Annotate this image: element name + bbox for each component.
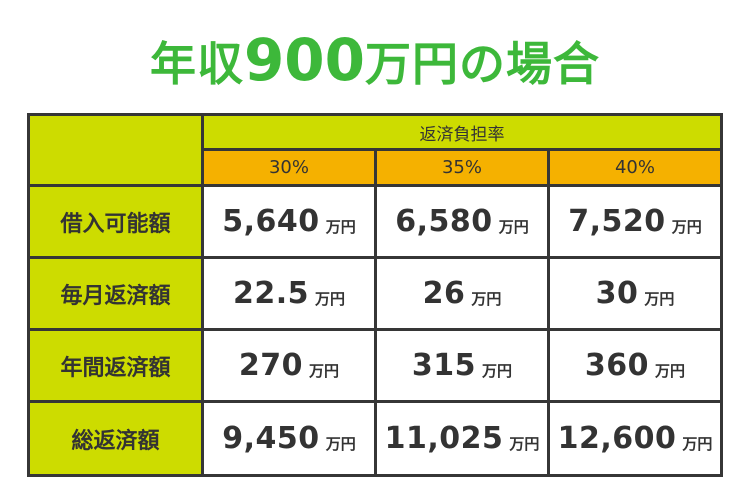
cell-unit: 万円 [325, 435, 356, 453]
cell-value: 270 [238, 348, 304, 383]
cell-value: 5,640 [222, 204, 320, 239]
title-amount: 900 [243, 26, 366, 94]
table-cell: 9,450 万円 [204, 403, 374, 474]
table-cell: 6,580 万円 [377, 187, 547, 256]
cell-unit: 万円 [509, 435, 540, 453]
cell-value: 26 [422, 276, 466, 311]
cell-value: 30 [595, 276, 639, 311]
row-label-annual: 年間返済額 [30, 331, 201, 400]
table-corner [30, 116, 201, 184]
cell-value: 6,580 [395, 204, 493, 239]
table-cell: 270 万円 [204, 331, 374, 400]
cell-unit: 万円 [315, 290, 346, 308]
cell-value: 11,025 [384, 421, 504, 456]
table-cell: 30 万円 [550, 259, 720, 328]
cell-value: 360 [584, 348, 650, 383]
page-title: 年収900万円の場合 [0, 30, 750, 94]
loan-table: 返済負担率 30% 35% 40% 借入可能額 5,640 万円 6,580 万円 … [27, 113, 723, 477]
title-prefix: 年収 [149, 37, 244, 91]
cell-unit: 万円 [325, 218, 356, 236]
cell-unit: 万円 [498, 218, 529, 236]
table-cell: 26 万円 [377, 259, 547, 328]
cell-value: 9,450 [222, 421, 320, 456]
cell-unit: 万円 [644, 290, 675, 308]
table-cell: 22.5 万円 [204, 259, 374, 328]
cell-value: 315 [411, 348, 477, 383]
row-label-borrowable: 借入可能額 [30, 187, 201, 256]
cell-value: 22.5 [232, 276, 309, 311]
title-suffix: 万円の場合 [365, 37, 601, 91]
table-cell: 5,640 万円 [204, 187, 374, 256]
cell-unit: 万円 [482, 362, 513, 380]
rate-header-30: 30% [204, 151, 374, 184]
rate-header-40: 40% [550, 151, 720, 184]
cell-unit: 万円 [682, 435, 713, 453]
row-label-total: 総返済額 [30, 403, 201, 474]
row-label-monthly: 毎月返済額 [30, 259, 201, 328]
table-cell: 12,600 万円 [550, 403, 720, 474]
cell-unit: 万円 [309, 362, 340, 380]
group-header: 返済負担率 [204, 116, 720, 148]
cell-value: 12,600 [557, 421, 677, 456]
cell-unit: 万円 [671, 218, 702, 236]
table-cell: 315 万円 [377, 331, 547, 400]
rate-header-35: 35% [377, 151, 547, 184]
table-cell: 7,520 万円 [550, 187, 720, 256]
table-cell: 360 万円 [550, 331, 720, 400]
cell-unit: 万円 [471, 290, 502, 308]
table-cell: 11,025 万円 [377, 403, 547, 474]
cell-value: 7,520 [568, 204, 666, 239]
cell-unit: 万円 [655, 362, 686, 380]
